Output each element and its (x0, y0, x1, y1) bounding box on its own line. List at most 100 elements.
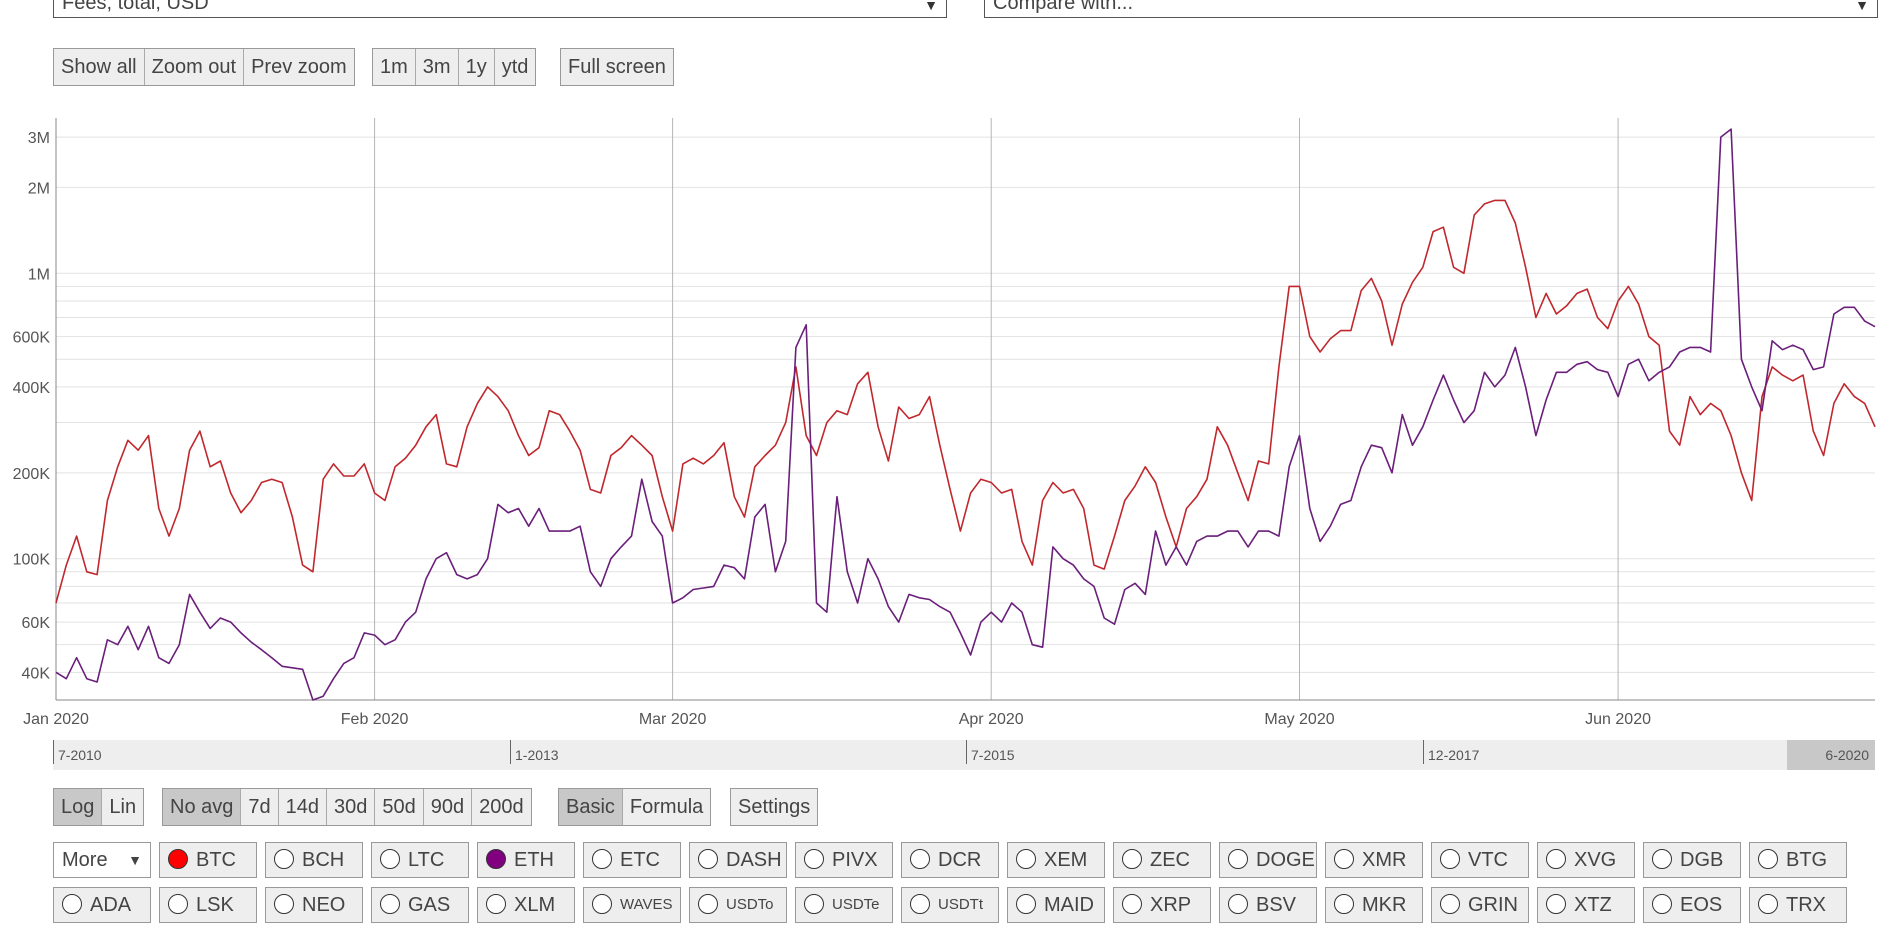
series-line-btc (55, 199, 1876, 604)
coin-toggle-btc[interactable]: BTC (159, 842, 257, 878)
coin-label: XMR (1362, 849, 1407, 871)
formula-mode-button[interactable]: Formula (629, 796, 704, 818)
coin-toggle-gas[interactable]: GAS (371, 887, 469, 923)
zoom-buttons: Show all Zoom out Prev zoom (53, 48, 355, 86)
more-select[interactable]: More ▼ (53, 842, 151, 878)
coin-label: DASH (726, 849, 782, 871)
avg-200d-button[interactable]: 200d (479, 796, 524, 818)
radio-icon (1016, 894, 1036, 914)
compare-select[interactable]: Compare with... ▼ (984, 0, 1878, 18)
radio-icon (1546, 849, 1566, 869)
x-tick-label: Jun 2020 (1585, 711, 1651, 728)
navigator-label: 1-2013 (510, 740, 559, 764)
coin-toggle-xmr[interactable]: XMR (1325, 842, 1423, 878)
coin-toggle-neo[interactable]: NEO (265, 887, 363, 923)
lin-scale-button[interactable]: Lin (109, 796, 137, 818)
coin-toggle-bsv[interactable]: BSV (1219, 887, 1317, 923)
log-scale-button[interactable]: Log (54, 789, 103, 825)
radio-icon (380, 849, 400, 869)
coin-label: USDTt (938, 896, 983, 913)
coin-toggle-lsk[interactable]: LSK (159, 887, 257, 923)
coin-toggle-usdto[interactable]: USDTo (689, 887, 787, 923)
coin-toggle-mkr[interactable]: MKR (1325, 887, 1423, 923)
coin-label: XTZ (1574, 894, 1612, 916)
radio-icon (1652, 849, 1672, 869)
range-ytd-button[interactable]: ytd (501, 56, 529, 78)
coin-toggle-xlm[interactable]: XLM (477, 887, 575, 923)
avg-50d-button[interactable]: 50d (375, 789, 424, 825)
chevron-down-icon: ▼ (924, 0, 938, 13)
range-1m-button[interactable]: 1m (373, 49, 416, 85)
radio-icon (1122, 849, 1142, 869)
fullscreen-group: Full screen (560, 48, 674, 86)
coin-toggle-vtc[interactable]: VTC (1431, 842, 1529, 878)
coin-label: PIVX (832, 849, 878, 871)
x-tick-label: Feb 2020 (341, 711, 409, 728)
radio-icon (168, 894, 188, 914)
coin-toggle-ltc[interactable]: LTC (371, 842, 469, 878)
coin-toggle-ada[interactable]: ADA (53, 887, 151, 923)
coin-toggle-xem[interactable]: XEM (1007, 842, 1105, 878)
coin-toggle-maid[interactable]: MAID (1007, 887, 1105, 923)
coin-toggle-dgb[interactable]: DGB (1643, 842, 1741, 878)
coin-toggle-btg[interactable]: BTG (1749, 842, 1847, 878)
show-all-button[interactable]: Show all (54, 49, 145, 85)
coin-label: LSK (196, 894, 234, 916)
navigator-label: 7-2010 (53, 740, 102, 764)
settings-button[interactable]: Settings (738, 796, 811, 818)
avg-7d-button[interactable]: 7d (241, 789, 279, 825)
coin-toggle-xrp[interactable]: XRP (1113, 887, 1211, 923)
avg-30d-button[interactable]: 30d (327, 789, 376, 825)
coin-toggle-xtz[interactable]: XTZ (1537, 887, 1635, 923)
coin-toggle-eth[interactable]: ETH (477, 842, 575, 878)
coin-toggle-trx[interactable]: TRX (1749, 887, 1847, 923)
avg-90d-button[interactable]: 90d (424, 789, 473, 825)
coin-toggle-dcr[interactable]: DCR (901, 842, 999, 878)
coin-toggle-zec[interactable]: ZEC (1113, 842, 1211, 878)
navigator-selection[interactable] (1787, 740, 1875, 770)
radio-icon (274, 849, 294, 869)
coin-label: DCR (938, 849, 982, 871)
range-1y-button[interactable]: 1y (459, 49, 495, 85)
coin-label: DOGE (1256, 849, 1315, 871)
coin-toggle-doge[interactable]: DOGE (1219, 842, 1317, 878)
metric-select[interactable]: Fees, total, USD ▼ (53, 0, 947, 18)
coin-label: BTC (196, 849, 236, 871)
range-navigator[interactable]: 7-2010 1-2013 7-2015 12-2017 6-2020 (53, 740, 1875, 770)
coin-label: BCH (302, 849, 345, 871)
coin-toggle-usdte[interactable]: USDTe (795, 887, 893, 923)
prev-zoom-button[interactable]: Prev zoom (251, 56, 347, 78)
radio-icon (698, 894, 718, 914)
mode-buttons: Basic Formula (558, 788, 712, 826)
coin-label: USDTe (832, 896, 880, 913)
coin-toggle-usdtt[interactable]: USDTt (901, 887, 999, 923)
x-tick-label: Jan 2020 (23, 711, 89, 728)
coin-toggle-waves[interactable]: WAVES (583, 887, 681, 923)
fees-chart[interactable]: 40K 60K 100K 200K 400K 600K 1M 2M 3M Jan 2020 Feb… (0, 110, 1897, 735)
x-tick-label: May 2020 (1264, 711, 1334, 728)
coin-toggle-etc[interactable]: ETC (583, 842, 681, 878)
coin-toggle-pivx[interactable]: PIVX (795, 842, 893, 878)
series-line-eth (55, 128, 1876, 701)
y-tick-label: 3M (28, 130, 50, 147)
coin-label: VTC (1468, 849, 1508, 871)
full-screen-button[interactable]: Full screen (568, 56, 666, 78)
x-tick-label: Apr 2020 (959, 711, 1024, 728)
coin-toggle-eos[interactable]: EOS (1643, 887, 1741, 923)
coin-toggle-bch[interactable]: BCH (265, 842, 363, 878)
coin-label: MKR (1362, 894, 1407, 916)
y-tick-label: 400K (13, 380, 51, 397)
basic-mode-button[interactable]: Basic (559, 789, 623, 825)
range-3m-button[interactable]: 3m (416, 49, 459, 85)
avg-14d-button[interactable]: 14d (279, 789, 327, 825)
coin-toggle-xvg[interactable]: XVG (1537, 842, 1635, 878)
coin-toggle-dash[interactable]: DASH (689, 842, 787, 878)
coin-label: BTG (1786, 849, 1828, 871)
y-tick-label: 60K (22, 615, 51, 632)
radio-icon (62, 894, 82, 914)
coin-label: EOS (1680, 894, 1723, 916)
zoom-out-button[interactable]: Zoom out (145, 49, 245, 85)
coin-toggle-grin[interactable]: GRIN (1431, 887, 1529, 923)
coin-label: GRIN (1468, 894, 1518, 916)
no-avg-button[interactable]: No avg (163, 789, 242, 825)
